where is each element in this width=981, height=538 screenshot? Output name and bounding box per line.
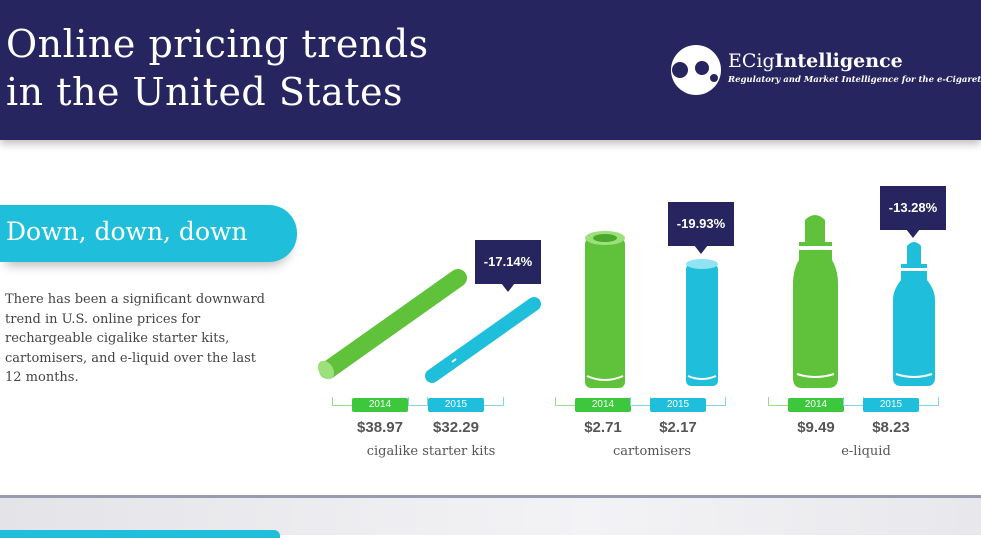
bottle-2015-icon xyxy=(893,242,935,386)
year-badge-2015: 2015 xyxy=(650,398,706,412)
year-badge-2014: 2014 xyxy=(575,398,631,412)
page-title-line2: in the United States xyxy=(6,70,404,114)
cartomiser-2014-icon xyxy=(585,231,625,388)
page-title-line1: Online pricing trends xyxy=(6,22,429,66)
price-2014: $2.71 xyxy=(584,419,622,436)
cigalike-2015-icon xyxy=(425,297,541,383)
section-heading: Down, down, down xyxy=(6,217,248,246)
logo-icon xyxy=(671,45,721,95)
section-divider xyxy=(0,495,981,498)
next-section-pill xyxy=(0,530,280,538)
category-label: cigalike starter kits xyxy=(366,444,496,459)
price-2014: $38.97 xyxy=(357,419,403,436)
pictograms xyxy=(317,215,935,388)
cigalike-2014-icon xyxy=(317,269,467,380)
year-badge-2015: 2015 xyxy=(863,398,919,412)
next-section-background xyxy=(0,498,981,535)
change-callout-cigalike: -17.14% xyxy=(475,240,541,292)
section-heading-pill: Down, down, down xyxy=(0,205,297,262)
price-2014: $9.49 xyxy=(797,419,835,436)
change-callout-eliquid: -13.28% xyxy=(880,186,946,238)
bottle-2014-icon xyxy=(793,215,838,388)
category-label: e-liquid xyxy=(841,444,891,459)
year-badge-2014: 2014 xyxy=(788,398,844,412)
logo-tagline: Regulatory and Market Intelligence for t… xyxy=(728,75,981,85)
cartomiser-2015-icon xyxy=(686,259,718,386)
header-banner xyxy=(0,0,981,140)
price-2015: $8.23 xyxy=(872,419,910,436)
logo-name: ECigIntelligence xyxy=(728,50,903,72)
price-2015: $32.29 xyxy=(433,419,479,436)
price-2015: $2.17 xyxy=(659,419,697,436)
year-badge-2015: 2015 xyxy=(428,398,484,412)
category-label: cartomisers xyxy=(612,444,692,459)
section-description: There has been a significant downward tr… xyxy=(5,292,265,385)
year-badge-2014: 2014 xyxy=(352,398,408,412)
change-callout-cartomisers: -19.93% xyxy=(668,202,734,254)
